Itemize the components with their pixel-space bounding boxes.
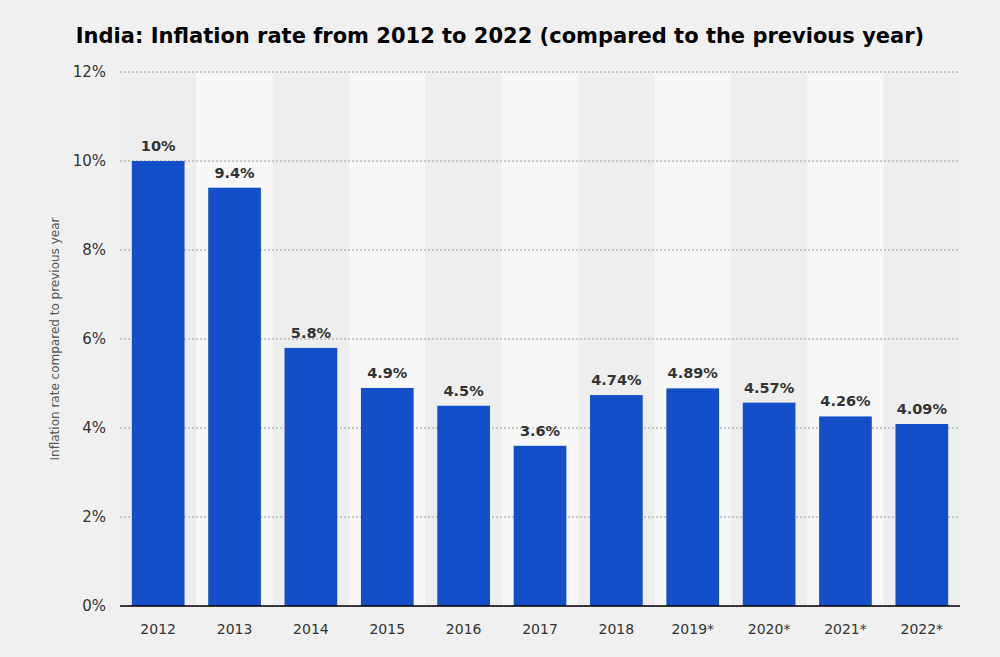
x-tick-label: 2020* xyxy=(748,621,791,637)
x-tick-label: 2013 xyxy=(217,621,253,637)
chart-title: India: Inflation rate from 2012 to 2022 … xyxy=(76,24,924,48)
bar xyxy=(361,388,414,606)
y-tick-label: 4% xyxy=(82,419,106,437)
bar xyxy=(819,416,872,606)
data-label: 4.09% xyxy=(897,401,948,417)
background xyxy=(0,0,1000,657)
data-label: 4.5% xyxy=(444,383,485,399)
data-label: 4.26% xyxy=(820,393,871,409)
y-axis-label: Inflation rate compared to previous year xyxy=(48,217,62,460)
x-tick-label: 2017 xyxy=(522,621,558,637)
y-tick-label: 6% xyxy=(82,330,106,348)
x-tick-label: 2015 xyxy=(369,621,405,637)
x-tick-label: 2016 xyxy=(446,621,482,637)
grid-line xyxy=(120,161,960,162)
bars xyxy=(132,161,948,606)
data-label: 4.89% xyxy=(668,365,719,381)
data-label: 4.9% xyxy=(367,365,408,381)
bar xyxy=(437,406,490,606)
data-label: 5.8% xyxy=(291,325,332,341)
x-tick-label: 2022* xyxy=(900,621,943,637)
x-axis-line xyxy=(120,605,960,607)
x-tick-label: 2014 xyxy=(293,621,329,637)
page: {"chart_data": {"type": "bar", "title": … xyxy=(0,0,1000,657)
data-label: 10% xyxy=(141,138,176,154)
grid-line xyxy=(120,606,960,607)
y-tick-label: 10% xyxy=(73,152,106,170)
bar xyxy=(208,188,261,606)
y-tick-label: 8% xyxy=(82,241,106,259)
chart: India: Inflation rate from 2012 to 2022 … xyxy=(0,0,1000,657)
bar xyxy=(285,348,338,606)
bar xyxy=(666,388,719,606)
data-label: 9.4% xyxy=(214,165,255,181)
data-labels: 10% 9.4% 5.8% 4.9% 4.5% 3.6% 4.74% 4.89% 4.57% 4.… xyxy=(141,138,948,439)
y-tick-label: 12% xyxy=(73,63,106,81)
bar xyxy=(590,395,643,606)
x-tick-label: 2018 xyxy=(599,621,635,637)
x-tick-label: 2021* xyxy=(824,621,867,637)
y-tick-label: 0% xyxy=(82,597,106,615)
data-label: 4.74% xyxy=(591,372,642,388)
data-label: 3.6% xyxy=(520,423,561,439)
bar xyxy=(743,403,796,606)
y-tick-label: 2% xyxy=(82,508,106,526)
grid-line xyxy=(120,72,960,73)
bar xyxy=(895,424,948,606)
bar xyxy=(514,446,567,606)
bar xyxy=(132,161,185,606)
x-tick-label: 2019* xyxy=(671,621,714,637)
x-tick-label: 2012 xyxy=(140,621,176,637)
data-label: 4.57% xyxy=(744,380,795,396)
